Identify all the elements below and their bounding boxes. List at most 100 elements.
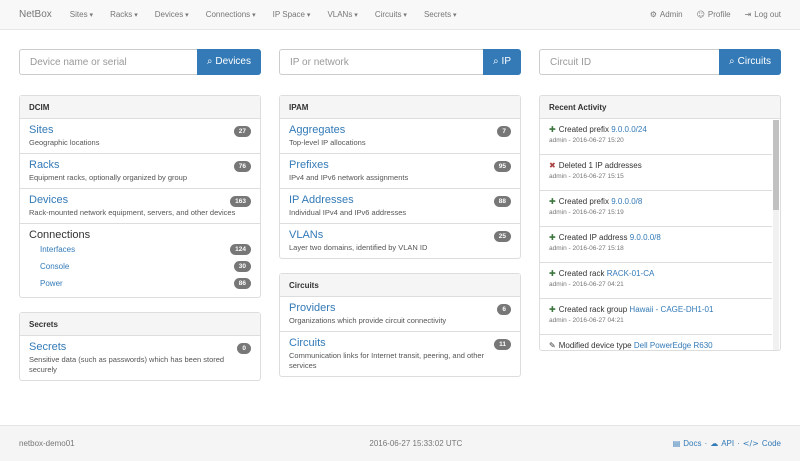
separator: · bbox=[737, 439, 740, 448]
activity-link[interactable]: Dell PowerEdge R630 bbox=[633, 341, 713, 350]
sub-link[interactable]: Power bbox=[40, 279, 63, 288]
nav-menu[interactable]: Secrets bbox=[424, 10, 457, 19]
user-link[interactable]: Admin bbox=[650, 10, 683, 19]
group-title: Connections bbox=[29, 229, 91, 241]
activity-item: Deleted 1 IP addresses admin - 2016-06-27… bbox=[540, 155, 772, 191]
footer-link[interactable]: API bbox=[710, 439, 734, 448]
activity-line: Created prefix 9.0.0.0/24 bbox=[549, 125, 763, 134]
nav-menu[interactable]: IP Space bbox=[273, 10, 311, 19]
hostname: netbox-demo01 bbox=[19, 439, 75, 448]
item-link[interactable]: Providers bbox=[289, 302, 336, 314]
sub-link[interactable]: Console bbox=[40, 262, 70, 271]
search-button[interactable]: Circuits bbox=[719, 49, 781, 75]
activity-link[interactable]: RACK-01-CA bbox=[606, 269, 655, 278]
activity-item: Created prefix 9.0.0.0/24 admin - 2016-06… bbox=[540, 119, 772, 155]
panel: DCIM Sites 27 Geographic locations Racks 76 Eq… bbox=[19, 95, 261, 298]
list-item: VLANs 25 Layer two domains, identified by … bbox=[280, 224, 520, 258]
panel: IPAM Aggregates 7 Top-level IP allocations P… bbox=[279, 95, 521, 259]
activity-action: Created prefix bbox=[549, 197, 609, 206]
user-menu: Admin Profile Log out bbox=[650, 10, 781, 19]
timestamp: 2016-06-27 15:33:02 UTC bbox=[369, 439, 463, 448]
count-badge: 27 bbox=[233, 126, 251, 137]
item-desc: Individual IPv4 and IPv6 addresses bbox=[289, 208, 407, 217]
search-box: IP or networkIP bbox=[279, 49, 521, 75]
item-link[interactable]: Racks bbox=[29, 159, 60, 171]
search-input[interactable]: Circuit ID bbox=[539, 49, 720, 75]
item-desc: Communication links for Internet transit… bbox=[289, 351, 485, 370]
activity-action: Created rack bbox=[549, 269, 605, 278]
count-badge: 163 bbox=[230, 196, 251, 207]
panel: Secrets Secrets 0 Sensitive data (such as p… bbox=[19, 312, 261, 381]
item-desc: Organizations which provide circuit conn… bbox=[289, 316, 447, 325]
item-link[interactable]: Secrets bbox=[29, 341, 67, 353]
search-input[interactable]: IP or network bbox=[279, 49, 483, 75]
panel-heading: IPAM bbox=[280, 96, 520, 119]
item-link[interactable]: Sites bbox=[29, 124, 54, 136]
user-link[interactable]: Log out bbox=[745, 10, 781, 19]
search-input[interactable]: Device name or serial bbox=[19, 49, 197, 75]
activity-link[interactable]: 9.0.0.0/8 bbox=[611, 197, 643, 206]
activity-panel: Recent ActivityCreated prefix 9.0.0.0/24… bbox=[539, 95, 781, 351]
column: DCIM Sites 27 Geographic locations Racks 76 Eq… bbox=[19, 95, 261, 395]
activity-action: Created prefix bbox=[549, 125, 609, 134]
navbar: NetBox Sites Racks Devices Connections IP Spa… bbox=[0, 0, 800, 30]
nav-menu[interactable]: Sites bbox=[70, 10, 93, 19]
activity-item: Created IP address 9.0.0.0/8 admin - 2016… bbox=[540, 227, 772, 263]
nav-menu[interactable]: Devices bbox=[155, 10, 189, 19]
panel-heading: DCIM bbox=[20, 96, 260, 119]
activity-action: Created IP address bbox=[549, 233, 627, 242]
activity-item: Created rack RACK-01-CA admin - 2016-06-2… bbox=[540, 263, 772, 299]
item-desc: Layer two domains, identified by VLAN ID bbox=[289, 243, 428, 252]
sub-item: Power 86 bbox=[29, 275, 251, 292]
count-badge: 7 bbox=[497, 126, 511, 137]
scrollbar[interactable] bbox=[773, 120, 779, 350]
activity-line: Created IP address 9.0.0.0/8 bbox=[549, 233, 763, 242]
activity-line: Created rack RACK-01-CA bbox=[549, 269, 763, 278]
search-button[interactable]: Devices bbox=[196, 49, 261, 75]
item-link[interactable]: Devices bbox=[29, 194, 69, 206]
sub-item: Console 30 bbox=[29, 258, 251, 275]
activity-item: Modified device type Dell PowerEdge R630 bbox=[540, 335, 772, 350]
item-desc: Sensitive data (such as passwords) which… bbox=[29, 355, 225, 374]
nav-menu[interactable]: Connections bbox=[206, 10, 256, 19]
nav-menu[interactable]: Circuits bbox=[375, 10, 407, 19]
activity-link[interactable]: Hawaii - CAGE-DH1-01 bbox=[629, 305, 714, 314]
footer-link[interactable]: Code bbox=[743, 439, 781, 448]
item-desc: Equipment racks, optionally organized by… bbox=[29, 173, 188, 182]
list-item: Secrets 0 Sensitive data (such as password… bbox=[20, 336, 260, 380]
search-button[interactable]: IP bbox=[482, 49, 521, 75]
activity-item: Created prefix 9.0.0.0/8 admin - 2016-06-… bbox=[540, 191, 772, 227]
count-badge: 30 bbox=[233, 261, 251, 272]
count-badge: 11 bbox=[494, 339, 511, 350]
activity-meta: admin - 2016-06-27 15:18 bbox=[549, 245, 624, 252]
footer-link[interactable]: Docs bbox=[673, 439, 701, 448]
nav-menu[interactable]: Racks bbox=[110, 10, 138, 19]
item-link[interactable]: Circuits bbox=[289, 337, 326, 349]
list-item: Aggregates 7 Top-level IP allocations bbox=[280, 119, 520, 154]
user-link[interactable]: Profile bbox=[697, 10, 731, 19]
item-link[interactable]: IP Addresses bbox=[289, 194, 354, 206]
activity-link[interactable]: 9.0.0.0/8 bbox=[629, 233, 661, 242]
sub-link[interactable]: Interfaces bbox=[40, 245, 76, 254]
count-badge: 0 bbox=[237, 343, 251, 354]
nav-menu[interactable]: VLANs bbox=[327, 10, 357, 19]
item-link[interactable]: VLANs bbox=[289, 229, 324, 241]
item-desc: Rack-mounted network equipment, servers,… bbox=[29, 208, 236, 217]
activity-line: Deleted 1 IP addresses bbox=[549, 161, 763, 170]
item-desc: Top-level IP allocations bbox=[289, 138, 366, 147]
activity-meta: admin - 2016-06-27 04:21 bbox=[549, 281, 624, 288]
activity-list: Created prefix 9.0.0.0/24 admin - 2016-06… bbox=[540, 119, 780, 350]
search-bar: Device name or serialDevices IP or networ… bbox=[19, 49, 781, 75]
count-badge: 88 bbox=[493, 196, 511, 207]
activity-item: Created rack group Hawaii - CAGE-DH1-01 a… bbox=[540, 299, 772, 335]
footer: netbox-demo01 2016-06-27 15:33:02 UTC Docs… bbox=[0, 425, 800, 461]
item-link[interactable]: Prefixes bbox=[289, 159, 329, 171]
count-badge: 124 bbox=[230, 244, 251, 255]
brand[interactable]: NetBox bbox=[19, 9, 52, 20]
separator: · bbox=[704, 439, 708, 448]
item-link[interactable]: Aggregates bbox=[289, 124, 346, 136]
activity-link[interactable]: 9.0.0.0/24 bbox=[611, 125, 647, 134]
panel-heading: Secrets bbox=[20, 313, 260, 336]
activity-meta: admin - 2016-06-27 04:21 bbox=[549, 317, 624, 324]
